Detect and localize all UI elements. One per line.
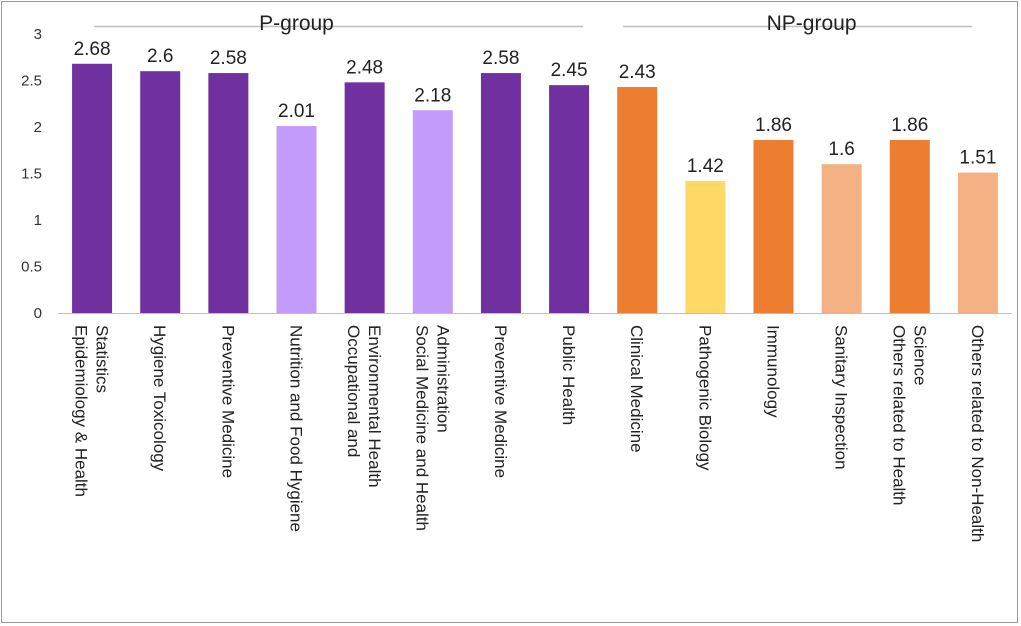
bar — [412, 110, 453, 313]
y-tick-label: 2.5 — [21, 73, 42, 90]
category-label: Administration — [433, 325, 452, 433]
y-tick-label: 1 — [34, 212, 42, 229]
bar — [480, 73, 521, 313]
category-label: Sanitary Inspection — [832, 325, 851, 470]
bar — [889, 140, 930, 313]
y-tick-label: 2 — [34, 119, 42, 136]
bar-value-label: 2.43 — [619, 62, 656, 83]
category-label-group: Others related to Health Science — [889, 325, 929, 505]
category-label-group: Clinical Medicine — [627, 325, 646, 453]
bar-value-label: 2.48 — [346, 57, 383, 78]
category-label: Statistics — [93, 325, 112, 393]
category-label-group: Others related to Non-Health — [968, 325, 987, 542]
bar — [753, 140, 794, 313]
category-label: Immunology — [764, 325, 783, 418]
category-label: Hygiene Toxicology — [150, 325, 169, 472]
bar-value-label: 1.6 — [828, 139, 854, 160]
category-label: Pathogenic Biology — [695, 325, 714, 471]
category-label: Science — [910, 325, 929, 385]
category-label: Environmental Health — [365, 325, 384, 488]
category-label-group: Immunology — [764, 325, 783, 418]
category-label-group: Occupational and Environmental Health — [344, 325, 384, 488]
bar — [72, 63, 113, 314]
bar — [821, 164, 862, 313]
bar — [617, 87, 658, 313]
category-label-group: Social Medicine and Health Administration — [412, 325, 452, 531]
bar-value-label: 2.58 — [482, 48, 519, 69]
category-label-group: Pathogenic Biology — [695, 325, 714, 471]
bar — [208, 73, 249, 313]
bar — [276, 126, 317, 313]
bar-value-label: 2.01 — [278, 101, 315, 122]
bar-value-label: 2.18 — [414, 85, 451, 106]
bar — [549, 85, 590, 314]
category-label-group: Public Health — [559, 325, 578, 425]
bar-value-label: 1.86 — [755, 115, 792, 136]
y-tick-label: 3 — [34, 26, 42, 43]
category-label: Public Health — [559, 325, 578, 425]
bar — [344, 82, 385, 313]
category-label: Preventive Medicine — [491, 325, 510, 478]
bar-value-label: 1.86 — [891, 115, 928, 136]
category-label: Others related to Health — [889, 325, 908, 505]
category-label: Occupational and — [344, 325, 363, 457]
bar-value-label: 2.6 — [147, 46, 173, 67]
category-label-group: Epidemiology & Health Statistics — [72, 325, 112, 497]
group-label: P-group — [259, 12, 334, 35]
category-label-group: Hygiene Toxicology — [150, 325, 169, 472]
category-label: Clinical Medicine — [627, 325, 646, 453]
bar-value-label: 2.45 — [551, 60, 588, 81]
category-label-group: Nutrition and Food Hygiene — [287, 325, 306, 532]
category-label-group: Sanitary Inspection — [832, 325, 851, 470]
y-tick-label: 0.5 — [21, 259, 42, 276]
group-label: NP-group — [767, 12, 857, 35]
category-label: Social Medicine and Health — [412, 325, 431, 531]
bar — [957, 172, 998, 313]
bar — [140, 71, 181, 313]
y-tick-label: 0 — [34, 305, 42, 322]
category-label-group: Preventive Medicine — [218, 325, 237, 478]
category-label-group: Preventive Medicine — [491, 325, 510, 478]
bar-value-label: 1.42 — [687, 156, 724, 177]
category-label: Preventive Medicine — [218, 325, 237, 478]
category-label: Epidemiology & Health — [72, 325, 91, 497]
bar — [685, 180, 726, 313]
category-label: Others related to Non-Health — [968, 325, 987, 542]
y-tick-label: 1.5 — [21, 166, 42, 183]
bar-value-label: 2.58 — [210, 48, 247, 69]
bar-value-label: 2.68 — [74, 39, 111, 60]
bar-value-label: 1.51 — [959, 148, 996, 169]
category-label: Nutrition and Food Hygiene — [287, 325, 306, 532]
